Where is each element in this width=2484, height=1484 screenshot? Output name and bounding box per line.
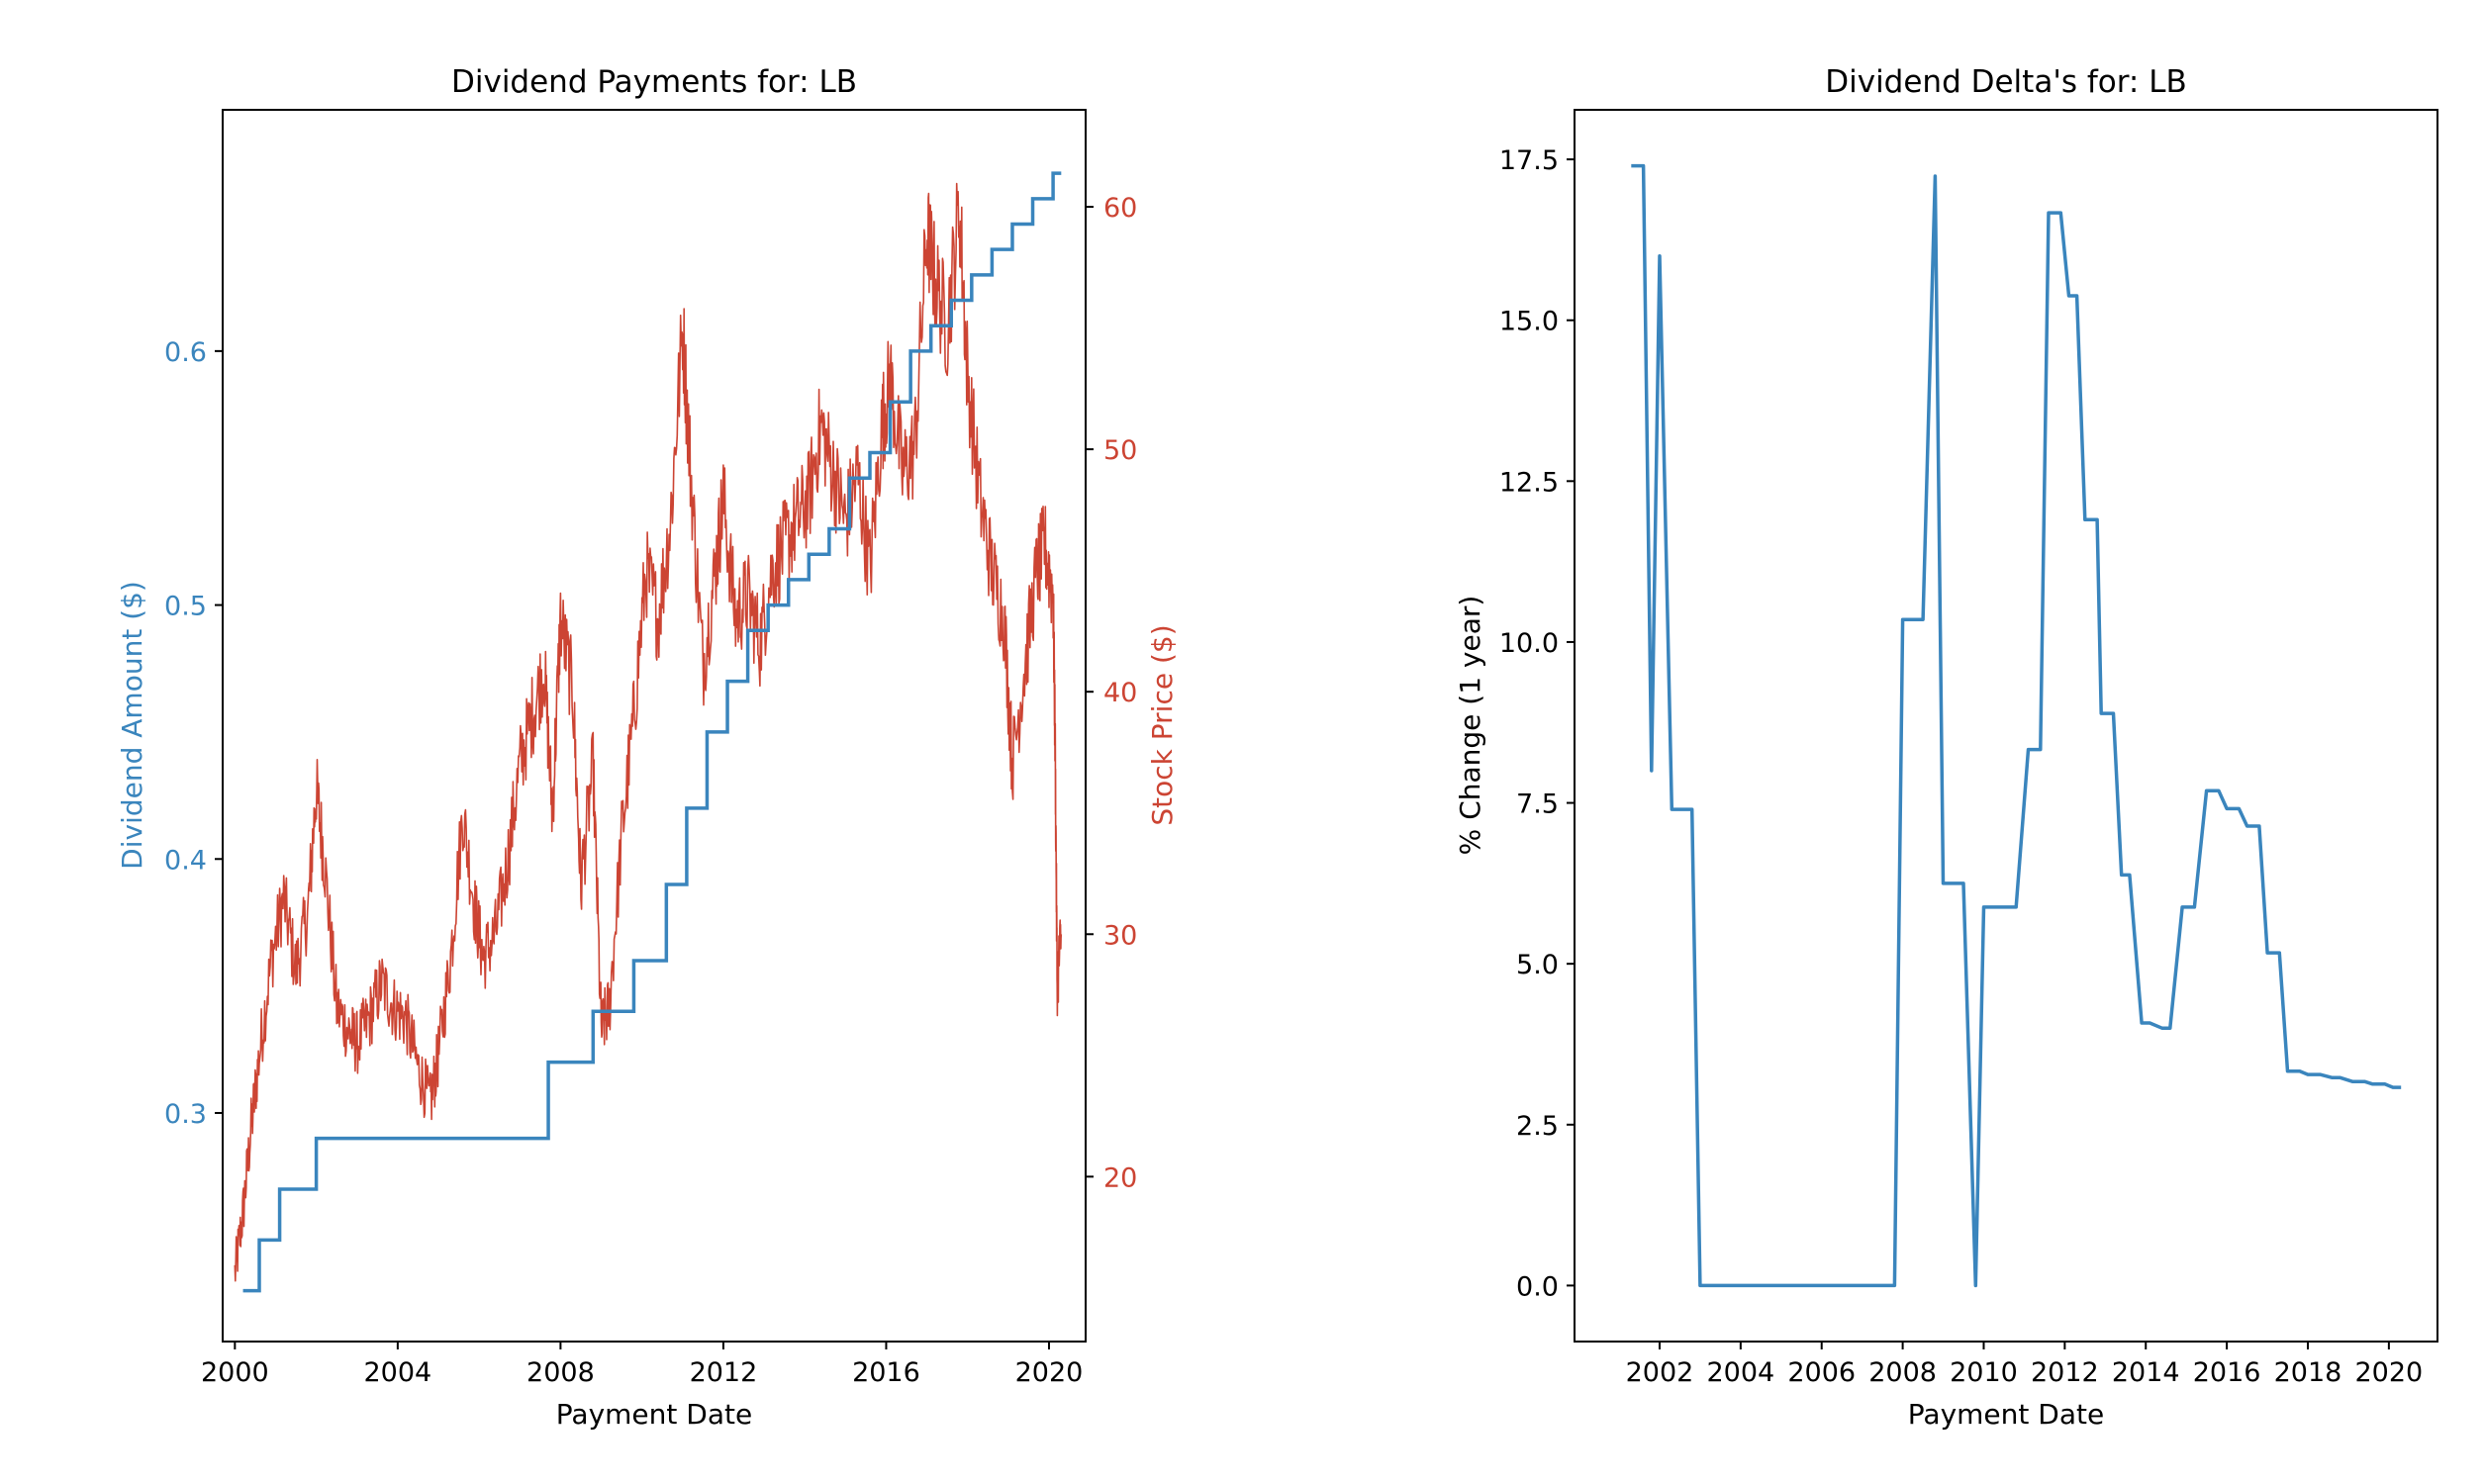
- delta-x-axis-label: Payment Date: [1908, 1398, 2104, 1431]
- y-tick-label: 2.5: [1516, 1111, 1559, 1142]
- y2-tick-label: 50: [1103, 435, 1137, 466]
- y-tick-label: 0.6: [164, 337, 207, 368]
- x-tick-label: 2016: [2193, 1357, 2261, 1388]
- x-tick-label: 2008: [526, 1357, 595, 1388]
- delta-series-line: [1631, 163, 2402, 1288]
- y-tick-label: 0.0: [1516, 1271, 1559, 1302]
- y-tick-label: 5.0: [1516, 950, 1559, 980]
- x-tick-label: 2006: [1787, 1357, 1856, 1388]
- x-tick-label: 2014: [2112, 1357, 2180, 1388]
- x-tick-label: 2010: [1950, 1357, 2018, 1388]
- x-tick-label: 2020: [1015, 1357, 1084, 1388]
- x-tick-label: 2004: [364, 1357, 432, 1388]
- delta-x-ticks: 2002 2004 2006 2008 2010 2012 2014 2016 2018 2020: [1626, 1342, 2424, 1388]
- y2-tick-label: 20: [1103, 1162, 1137, 1193]
- dividend-x-axis-label: Payment Date: [556, 1398, 752, 1431]
- delta-y-axis-label: % Change (1 year): [1454, 596, 1486, 856]
- dividend-plot-frame: [222, 109, 1087, 1343]
- dividend-amount-series-line: [242, 171, 1062, 1293]
- delta-y-ticks: 0.0 2.5 5.0 7.5 10.0 12.5 15.0 17.5: [1499, 145, 1575, 1302]
- y2-tick-label: 60: [1103, 193, 1137, 224]
- y-tick-label: 0.4: [164, 845, 207, 876]
- x-tick-label: 2008: [1868, 1357, 1937, 1388]
- dividend-deltas-chart: Dividend Delta's for: LB Payment Date % …: [1454, 64, 2438, 1431]
- x-tick-label: 2018: [2274, 1357, 2342, 1388]
- y-tick-label: 17.5: [1499, 145, 1559, 176]
- stock-price-y-ticks: 20 30 40 50 60: [1086, 193, 1137, 1193]
- x-tick-label: 2000: [201, 1357, 269, 1388]
- x-tick-label: 2016: [852, 1357, 920, 1388]
- y2-tick-label: 30: [1103, 920, 1137, 951]
- x-tick-label: 2012: [2031, 1357, 2099, 1388]
- dividend-y-ticks: 0.3 0.4 0.5 0.6: [164, 337, 223, 1130]
- y-tick-label: 15.0: [1499, 307, 1559, 337]
- stock-price-y-axis-label: Stock Price ($): [1146, 624, 1179, 825]
- dividend-y-axis-label: Dividend Amount ($): [116, 581, 148, 870]
- y-tick-label: 0.3: [164, 1099, 207, 1130]
- stock-price-series-line: [234, 182, 1063, 1282]
- delta-plot-frame: [1574, 109, 2438, 1343]
- x-tick-label: 2012: [690, 1357, 758, 1388]
- x-tick-label: 2002: [1626, 1357, 1694, 1388]
- y2-tick-label: 40: [1103, 678, 1137, 708]
- delta-chart-title: Dividend Delta's for: LB: [1825, 64, 2187, 100]
- dividend-payments-chart: Dividend Payments for: LB Payment Date D…: [116, 64, 1179, 1431]
- y-tick-label: 10.0: [1499, 628, 1559, 659]
- y-tick-label: 12.5: [1499, 467, 1559, 498]
- dividend-x-ticks: 2000 2004 2008 2012 2016 2020: [201, 1342, 1083, 1388]
- y-tick-label: 7.5: [1516, 789, 1559, 820]
- x-tick-label: 2004: [1706, 1357, 1774, 1388]
- y-tick-label: 0.5: [164, 592, 207, 622]
- dividend-chart-title: Dividend Payments for: LB: [451, 64, 857, 100]
- x-tick-label: 2020: [2355, 1357, 2424, 1388]
